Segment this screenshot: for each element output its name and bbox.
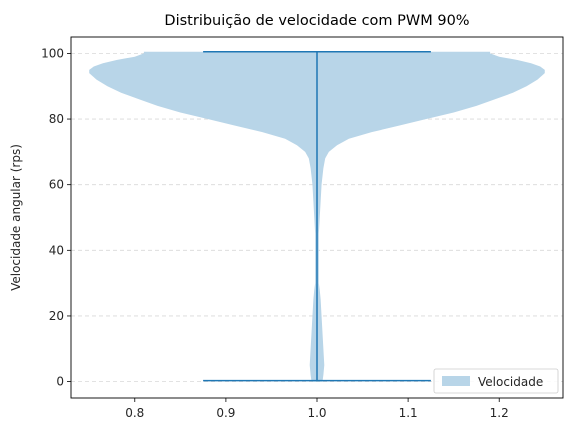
x-tick-label: 1.2 [490,406,509,420]
x-axis-ticks: 0.8 0.9 1.0 1.1 1.2 [125,398,509,420]
y-tick-label: 60 [49,178,64,192]
legend-swatch [442,376,470,386]
legend-label: Velocidade [478,375,543,389]
y-axis-ticks: 0 20 40 60 80 100 [41,46,71,389]
y-tick-label: 20 [49,309,64,323]
y-axis-label: Velocidade angular (rps) [9,144,23,291]
y-tick-label: 80 [49,112,64,126]
x-tick-label: 1.1 [399,406,418,420]
chart-title: Distribuição de velocidade com PWM 90% [164,13,469,29]
legend-box [433,368,559,394]
x-tick-label: 0.8 [125,406,144,420]
legend: Velocidade [433,368,559,394]
y-tick-label: 0 [56,375,64,389]
x-tick-label: 0.9 [216,406,235,420]
x-tick-label: 1.0 [307,406,326,420]
violin-stat-lines [203,51,431,382]
y-tick-label: 40 [49,243,64,257]
y-tick-label: 100 [41,46,64,60]
